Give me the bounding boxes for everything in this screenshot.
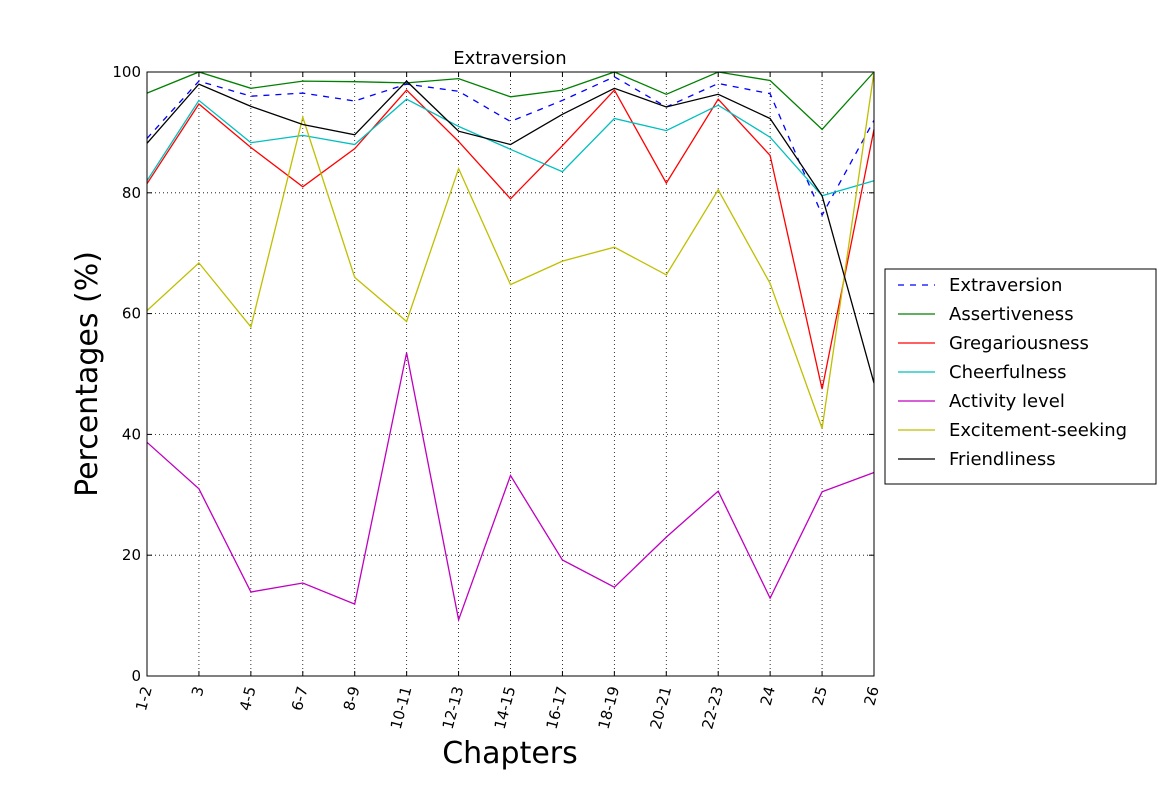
- y-tick-label: 40: [122, 425, 141, 443]
- legend: Extraversion Assertiveness Gregariousness C…: [884, 268, 1157, 485]
- series-line-2: [146, 89, 875, 390]
- y-tick-label: 0: [131, 667, 141, 685]
- y-tick-label: 100: [112, 63, 141, 81]
- x-tick-label: 26: [861, 684, 883, 707]
- legend-label-4: Activity level: [949, 391, 1065, 412]
- x-axis-label: Chapters: [442, 736, 578, 771]
- plot-area: [146, 71, 875, 677]
- x-tick-label: 1-2: [132, 684, 156, 712]
- x-axis: 1-2 3 4-5 6-7 8-9 10-11 12-13 14-15 16-17 18-19 20…: [132, 72, 883, 731]
- x-tick-label: 10-11: [387, 684, 416, 731]
- y-tick-label: 60: [122, 305, 141, 323]
- x-tick-label: 25: [809, 684, 831, 707]
- grid: [146, 71, 875, 677]
- chart-title: Extraversion: [453, 48, 566, 69]
- y-tick-label: 80: [122, 184, 141, 202]
- series-line-4: [146, 352, 875, 623]
- x-tick-label: 3: [188, 684, 208, 698]
- legend-box: [884, 268, 1157, 485]
- x-tick-label: 14-15: [491, 684, 520, 731]
- y-tick-label: 20: [122, 546, 141, 564]
- x-tick-label: 8-9: [340, 684, 364, 712]
- series-line-0: [146, 76, 875, 217]
- series-line-1: [146, 71, 875, 131]
- x-tick-label: 16-17: [543, 684, 572, 731]
- x-tick-label: 6-7: [288, 684, 312, 712]
- x-tick-label: 4-5: [236, 684, 260, 712]
- legend-label-5: Excitement-seeking: [949, 420, 1127, 441]
- legend-label-0: Extraversion: [949, 275, 1062, 296]
- y-axis-label: Percentages (%): [70, 251, 105, 497]
- x-tick-label: 20-21: [646, 684, 675, 731]
- series-line-5: [146, 71, 875, 429]
- series-lines: [146, 71, 875, 623]
- legend-label-6: Friendliness: [949, 449, 1056, 470]
- legend-label-1: Assertiveness: [949, 304, 1074, 325]
- x-tick-label: 22-23: [698, 684, 727, 731]
- x-tick-label: 18-19: [595, 684, 624, 731]
- legend-label-2: Gregariousness: [949, 333, 1089, 354]
- x-tick-label: 12-13: [439, 684, 468, 731]
- x-tick-label: 24: [757, 684, 779, 707]
- y-axis: 0 20 40 60 80 100: [112, 63, 874, 685]
- legend-label-3: Cheerfulness: [949, 362, 1067, 383]
- series-line-3: [146, 98, 875, 197]
- series-line-6: [146, 80, 875, 384]
